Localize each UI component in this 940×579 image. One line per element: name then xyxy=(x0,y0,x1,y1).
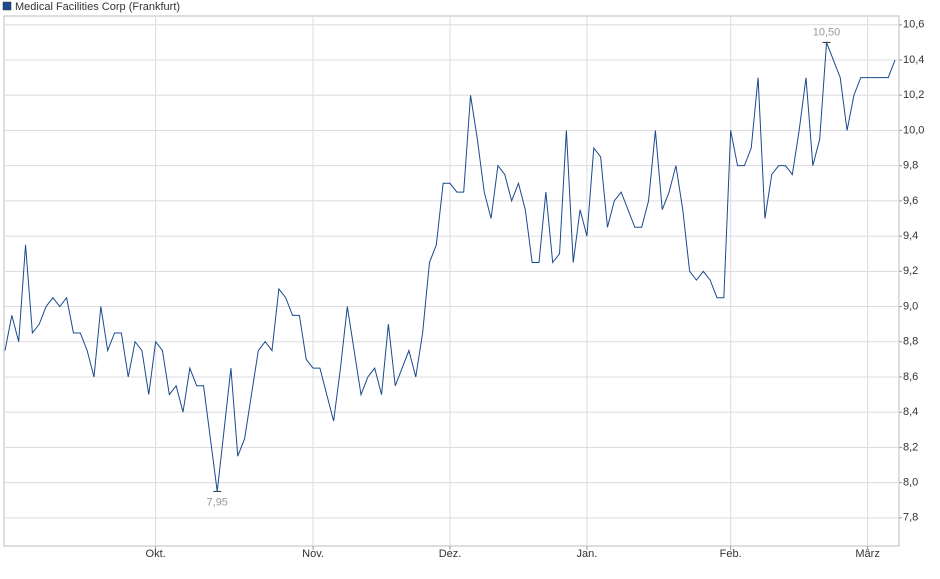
y-tick-label: 8,0 xyxy=(903,477,918,489)
y-tick-label: 9,0 xyxy=(903,300,918,312)
y-tick-label: 8,6 xyxy=(903,371,918,383)
x-tick-label: Okt. xyxy=(146,548,166,560)
y-tick-label: 9,8 xyxy=(903,160,918,172)
price-line xyxy=(4,42,896,492)
x-tick-label: Nov. xyxy=(302,548,324,560)
y-tick-label: 8,4 xyxy=(903,406,918,418)
value-label: 7,95 xyxy=(207,496,228,508)
y-tick-label: 9,2 xyxy=(903,265,918,277)
value-label: 10,50 xyxy=(813,26,841,38)
y-tick-label: 9,6 xyxy=(903,195,918,207)
x-tick-label: Feb. xyxy=(720,548,742,560)
legend-label: Medical Facilities Corp (Frankfurt) xyxy=(15,1,180,13)
y-tick-label: 9,4 xyxy=(903,230,918,242)
y-tick-label: 8,2 xyxy=(903,441,918,453)
plot-frame xyxy=(3,15,900,547)
y-tick-label: 10,6 xyxy=(903,19,924,31)
y-tick-label: 7,8 xyxy=(903,512,918,524)
y-tick-label: 8,8 xyxy=(903,336,918,348)
legend-swatch xyxy=(2,1,12,11)
y-tick-label: 10,0 xyxy=(903,124,924,136)
y-tick-label: 10,2 xyxy=(903,89,924,101)
x-tick-label: Jan. xyxy=(577,548,598,560)
x-tick-label: März xyxy=(855,548,879,560)
x-tick-label: Dez. xyxy=(439,548,462,560)
y-tick-label: 10,4 xyxy=(903,54,924,66)
